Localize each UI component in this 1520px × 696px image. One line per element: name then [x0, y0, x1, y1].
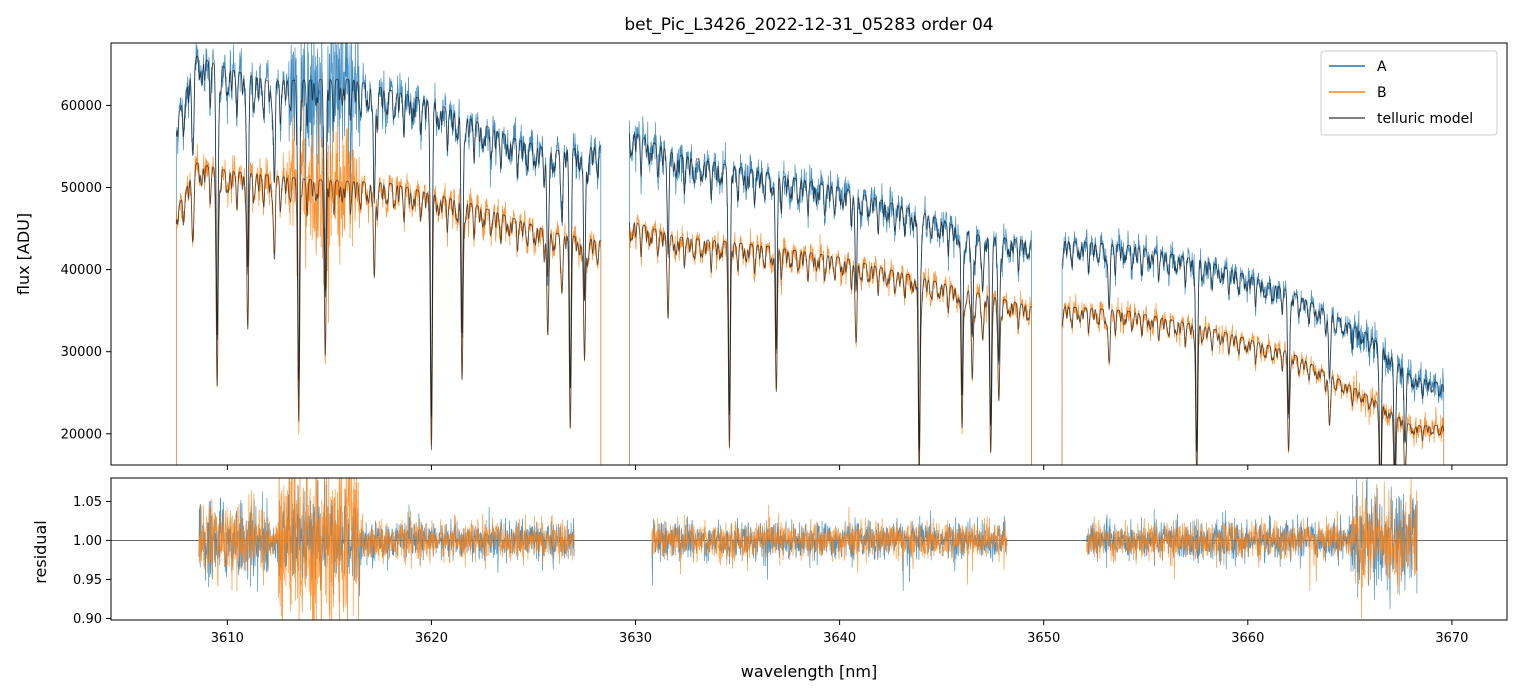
- bottom-y-tick-label: 1.05: [73, 495, 102, 510]
- legend-label-telluric: telluric model: [1377, 111, 1473, 127]
- residual-b-seg1: [651, 504, 1008, 585]
- chart-title: bet_Pic_L3426_2022-12-31_05283 order 04: [624, 15, 993, 35]
- telluric-model-b-seg0: [175, 162, 601, 451]
- bottom-y-tick-label: 1.00: [73, 534, 102, 549]
- telluric-model-b-seg2: [1061, 306, 1445, 465]
- residual-b-seg2: [1086, 479, 1418, 619]
- bottom-y-tick-label: 0.90: [73, 612, 102, 627]
- bottom-plot-area: [111, 478, 1507, 620]
- top-y-tick-label: 60000: [61, 99, 102, 114]
- top-x-ticks: [226, 465, 1453, 470]
- x-tick-label: 3630: [619, 631, 652, 646]
- top-y-ticks: 20000 30000 40000 50000 60000: [61, 99, 111, 442]
- series-b-line-seg2: [1061, 293, 1445, 465]
- series-a-line-seg1: [629, 116, 1032, 465]
- legend-label-b: B: [1377, 85, 1387, 101]
- x-tick-label: 3660: [1231, 631, 1264, 646]
- top-axes-frame: [110, 42, 1508, 466]
- x-tick-label: 3670: [1435, 631, 1468, 646]
- x-tick-label: 3620: [415, 631, 448, 646]
- series-a-line-seg2: [1061, 228, 1445, 465]
- top-y-tick-label: 20000: [61, 427, 102, 442]
- top-panel: 20000 30000 40000 50000 60000 flux [ADU] A B…: [14, 42, 1508, 470]
- x-tick-label: 3610: [211, 631, 244, 646]
- telluric-model-a-seg1: [628, 132, 1032, 450]
- residual-b-seg0: [198, 478, 575, 620]
- x-axis-label: wavelength [nm]: [741, 662, 878, 681]
- telluric-model-a-seg0: [175, 55, 601, 417]
- bottom-panel: 0.90 0.95 1.00 1.05 3610 3620 3630 3640 3650 366…: [31, 477, 1508, 681]
- bottom-y-tick-label: 0.95: [73, 573, 102, 588]
- top-y-tick-label: 30000: [61, 345, 102, 360]
- top-y-tick-label: 50000: [61, 181, 102, 196]
- bottom-x-ticks: 3610 3620 3630 3640 3650 3660 3670: [211, 620, 1468, 646]
- legend: A B telluric model: [1320, 50, 1498, 136]
- telluric-model-b-seg1: [628, 222, 1032, 465]
- legend-frame: [1320, 50, 1498, 136]
- x-tick-label: 3640: [823, 631, 856, 646]
- bottom-axes-frame: [110, 477, 1508, 621]
- x-tick-label: 3650: [1027, 631, 1060, 646]
- legend-label-a: A: [1377, 59, 1387, 75]
- bottom-y-axis-label: residual: [31, 520, 50, 583]
- telluric-model-a-seg2: [1061, 240, 1445, 465]
- top-y-axis-label: flux [ADU]: [14, 213, 33, 295]
- bottom-y-ticks: 0.90 0.95 1.00 1.05: [73, 495, 111, 627]
- top-y-tick-label: 40000: [61, 263, 102, 278]
- top-plot-area: [175, 43, 1445, 465]
